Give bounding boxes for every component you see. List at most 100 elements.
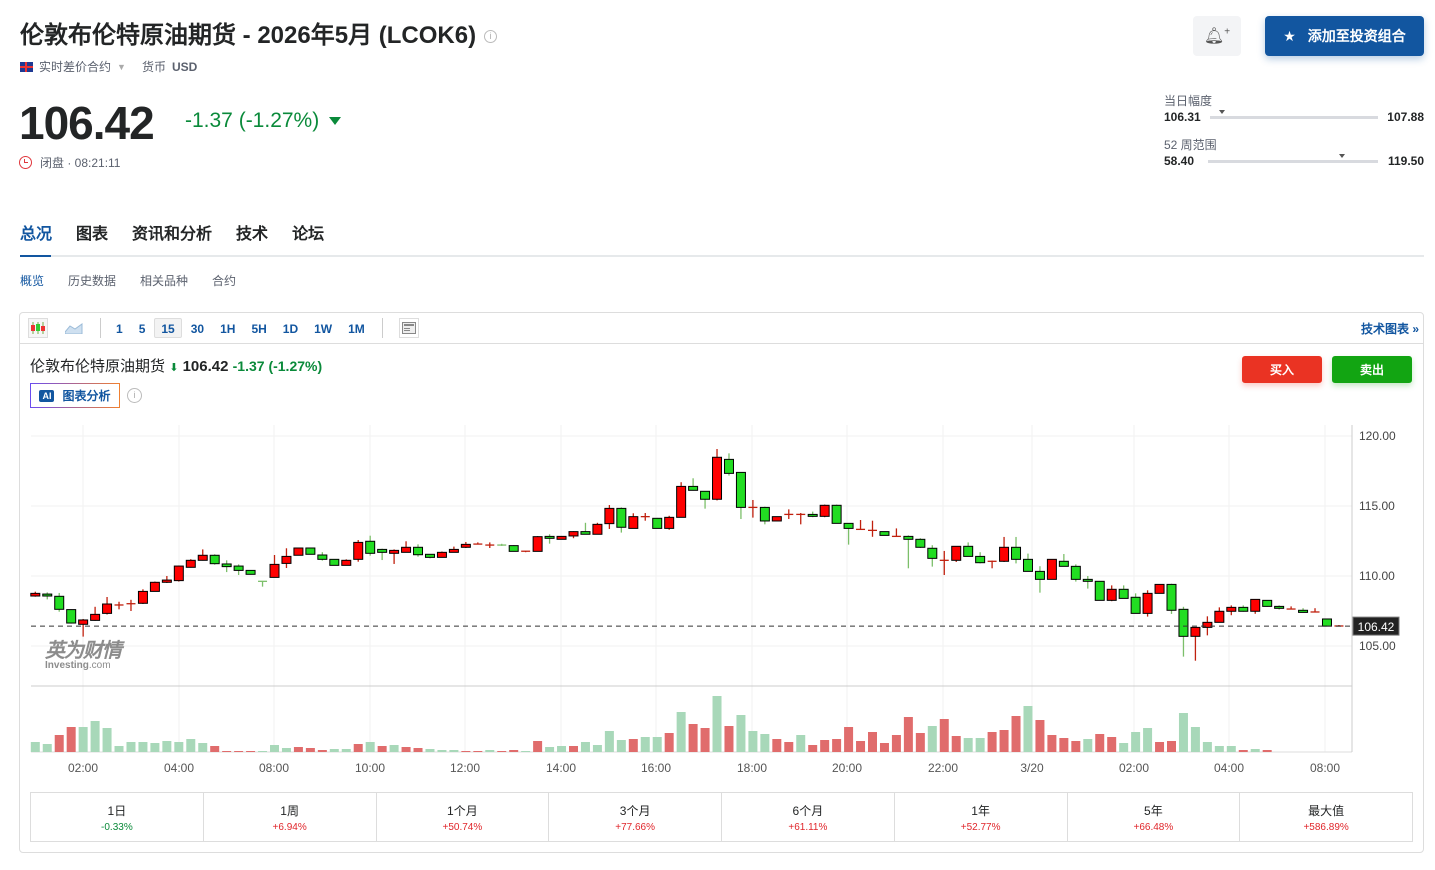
candle-body (377, 548, 388, 553)
caret-down-icon[interactable]: ▼ (117, 61, 126, 72)
candle-body (42, 593, 53, 597)
candle-body (401, 546, 412, 553)
subtab-contracts[interactable]: 合约 (212, 274, 237, 288)
tab-forum[interactable]: 论坛 (292, 226, 325, 243)
volume-bar (844, 727, 854, 752)
volume-bar (449, 750, 459, 752)
info-icon[interactable]: i (484, 30, 498, 44)
candle-body (1034, 570, 1045, 580)
candle-body (951, 545, 962, 561)
currency-label: 货币 (141, 60, 166, 74)
sell-button[interactable]: 卖出 (1332, 356, 1412, 383)
interval-15[interactable]: 15 (154, 318, 182, 338)
candle-body (209, 554, 220, 565)
candle-body (436, 551, 447, 558)
price-chart[interactable]: 120.00 115.00 110.00 105.00 02:00 04:00 08:00 1… (0, 0, 1435, 790)
volume-bar (1238, 750, 1248, 752)
volume-bar (281, 748, 291, 752)
candle-body (1058, 560, 1069, 567)
volume-bar (557, 746, 567, 752)
subtab-historical-data[interactable]: 历史数据 (68, 274, 117, 288)
volume-bar (293, 747, 303, 752)
volume-bar (569, 746, 578, 752)
candle-body (1226, 606, 1237, 612)
interval-5H[interactable]: 5H (251, 322, 267, 336)
tab-technical[interactable]: 技术 (236, 226, 269, 243)
volume-bar (258, 751, 268, 752)
period-label: 1周 (280, 804, 299, 818)
y-tick-label: 110.00 (1359, 569, 1395, 583)
tab-news-analysis[interactable]: 资讯和分析 (132, 226, 213, 243)
interval-30[interactable]: 30 (190, 322, 205, 336)
interval-1D[interactable]: 1D (282, 322, 299, 336)
area-chart-icon[interactable] (64, 318, 84, 338)
x-tick-label: 16:00 (641, 761, 671, 775)
subtab-related[interactable]: 相关品种 (140, 274, 189, 288)
candle-body (353, 541, 364, 560)
52-week-bar (1208, 154, 1378, 163)
contract-type-dropdown[interactable]: 实时差价合约 (39, 60, 112, 74)
volume-bar (987, 732, 997, 752)
layout-icon[interactable] (398, 318, 419, 338)
candle-body (1214, 610, 1225, 623)
interval-1M[interactable]: 1M (348, 322, 365, 336)
candle-body (1082, 578, 1093, 582)
tab-overview[interactable]: 总况 (20, 226, 53, 243)
tab-charts[interactable]: 图表 (76, 226, 109, 243)
interval-1[interactable]: 1 (116, 322, 123, 336)
candle-body (903, 535, 914, 540)
candle-body (843, 522, 854, 529)
volume-bar (437, 750, 447, 752)
info-icon[interactable]: i (127, 388, 142, 403)
volume-bar (832, 739, 842, 752)
candle-body (879, 531, 890, 536)
clock-icon (19, 156, 32, 169)
volume-bar (628, 739, 638, 752)
candle-body (807, 513, 818, 517)
interval-5[interactable]: 5 (138, 322, 146, 336)
price-change: -1.37 (-1.27%) (185, 109, 342, 133)
buy-button[interactable]: 买入 (1242, 356, 1322, 383)
candle-body (568, 531, 579, 537)
subtab-overview[interactable]: 概览 (20, 274, 45, 288)
volume-bar (365, 742, 375, 752)
interval-1H[interactable]: 1H (220, 322, 236, 336)
candle-body (413, 546, 424, 556)
volume-bar (1262, 750, 1272, 752)
main-tabs: 总况 图表 资讯和分析 技术 论坛 (20, 220, 324, 244)
add-alert-button[interactable]: 🔔︎+ (1193, 16, 1241, 56)
candle-body (1130, 596, 1141, 614)
volume-bar (736, 715, 746, 752)
y-tick-label: 120.00 (1359, 429, 1396, 443)
add-to-portfolio-button[interactable]: ★ 添加至投资组合 (1265, 16, 1424, 56)
volume-bar (1107, 737, 1117, 752)
candle-body (556, 535, 567, 540)
interval-1W[interactable]: 1W (314, 322, 333, 336)
day-range-bar (1210, 110, 1378, 119)
volume-bar (210, 746, 220, 752)
candlestick-chart-icon[interactable] (28, 318, 48, 338)
performance-cell: 1年 +52.77% (895, 793, 1068, 841)
ai-chart-analysis-button[interactable]: AI 图表分析 (30, 383, 120, 408)
day-range: 当日幅度 106.31 107.88 (1164, 92, 1424, 124)
candle-body (628, 516, 639, 529)
volume-bar (90, 721, 100, 752)
volume-bar (42, 744, 52, 752)
down-arrow-icon: ⬇ (169, 362, 179, 374)
volume-bar (1190, 727, 1200, 752)
bell-plus-icon: 🔔︎+ (1203, 26, 1231, 45)
candle-body (269, 563, 280, 578)
volume-bar (389, 745, 399, 752)
candle-body (1046, 558, 1057, 580)
period-change: +77.66% (615, 822, 655, 833)
candle-body (245, 569, 256, 575)
technical-chart-link[interactable]: 技术图表 » (1360, 322, 1419, 336)
volume-bar (1023, 706, 1033, 752)
x-tick-label: 08:00 (1310, 761, 1340, 775)
candle-body (1094, 580, 1105, 601)
x-tick-label: 12:00 (450, 761, 480, 775)
candle-body (712, 456, 723, 500)
volume-bar (879, 743, 889, 752)
volume-bar (1155, 742, 1165, 752)
candle-body (580, 531, 591, 535)
